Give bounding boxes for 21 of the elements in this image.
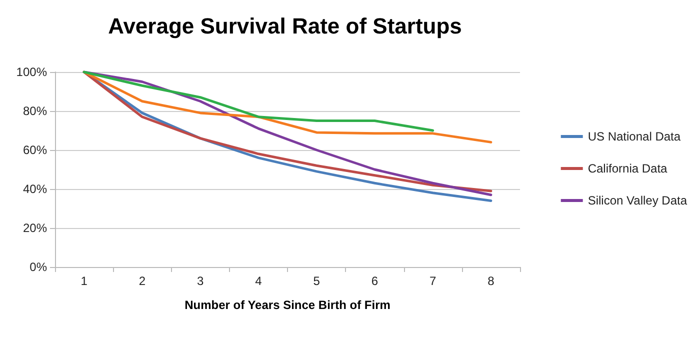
y-tick-label: 20% <box>22 221 48 235</box>
y-tick-label: 60% <box>22 143 48 157</box>
chart-title: Average Survival Rate of Startups <box>108 14 462 38</box>
y-tick-label: 100% <box>16 65 48 79</box>
y-tick-label: 80% <box>22 104 48 118</box>
y-tick-label: 0% <box>30 260 48 274</box>
x-tick-label: 6 <box>371 274 378 288</box>
y-tick-label: 40% <box>22 182 48 196</box>
line-series <box>82 70 434 132</box>
x-tick-label: 1 <box>80 274 88 288</box>
legend-label: Silicon Valley Data <box>588 194 688 208</box>
x-tick-label: 8 <box>488 274 495 288</box>
x-tick-label: 7 <box>429 274 436 288</box>
line-series <box>82 70 492 144</box>
x-tick-label: 3 <box>196 274 204 288</box>
x-tick-label: 5 <box>313 274 320 288</box>
x-tick-label: 2 <box>138 274 146 288</box>
x-tick-label: 4 <box>255 274 262 288</box>
legend-label: US National Data <box>588 130 681 144</box>
legend-label: California Data <box>588 162 668 176</box>
x-axis-title: Number of Years Since Birth of Firm <box>184 298 390 312</box>
